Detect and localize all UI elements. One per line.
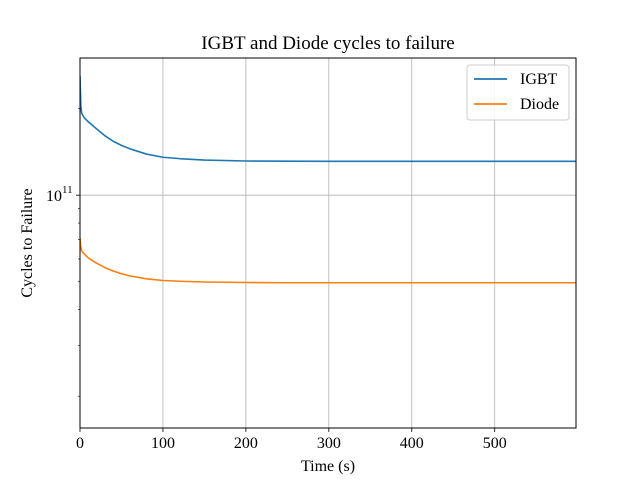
x-tick-label: 400 (400, 435, 424, 452)
legend: IGBT Diode (466, 64, 570, 121)
series-line-diode (80, 237, 576, 284)
x-tick-label: 200 (234, 435, 258, 452)
y-axis: 10 11 (46, 108, 80, 397)
y-axis-label: Cycles to Failure (19, 188, 36, 297)
x-tick-label: 100 (151, 435, 175, 452)
plot-frame (79, 57, 577, 429)
x-axis: 0 100 200 300 400 500 (76, 428, 507, 452)
series-lines (80, 75, 576, 284)
legend-label-diode: Diode (520, 96, 559, 113)
x-tick-label: 0 (76, 435, 84, 452)
chart-title: IGBT and Diode cycles to failure (201, 33, 454, 54)
x-tick-label: 300 (317, 435, 341, 452)
y-tick-label: 10 (46, 188, 62, 205)
x-axis-label: Time (s) (301, 458, 355, 475)
y-tick-label-exponent: 11 (62, 184, 73, 196)
series-line-igbt (80, 75, 576, 163)
x-tick-label: 500 (483, 435, 507, 452)
legend-label-igbt: IGBT (520, 71, 558, 88)
